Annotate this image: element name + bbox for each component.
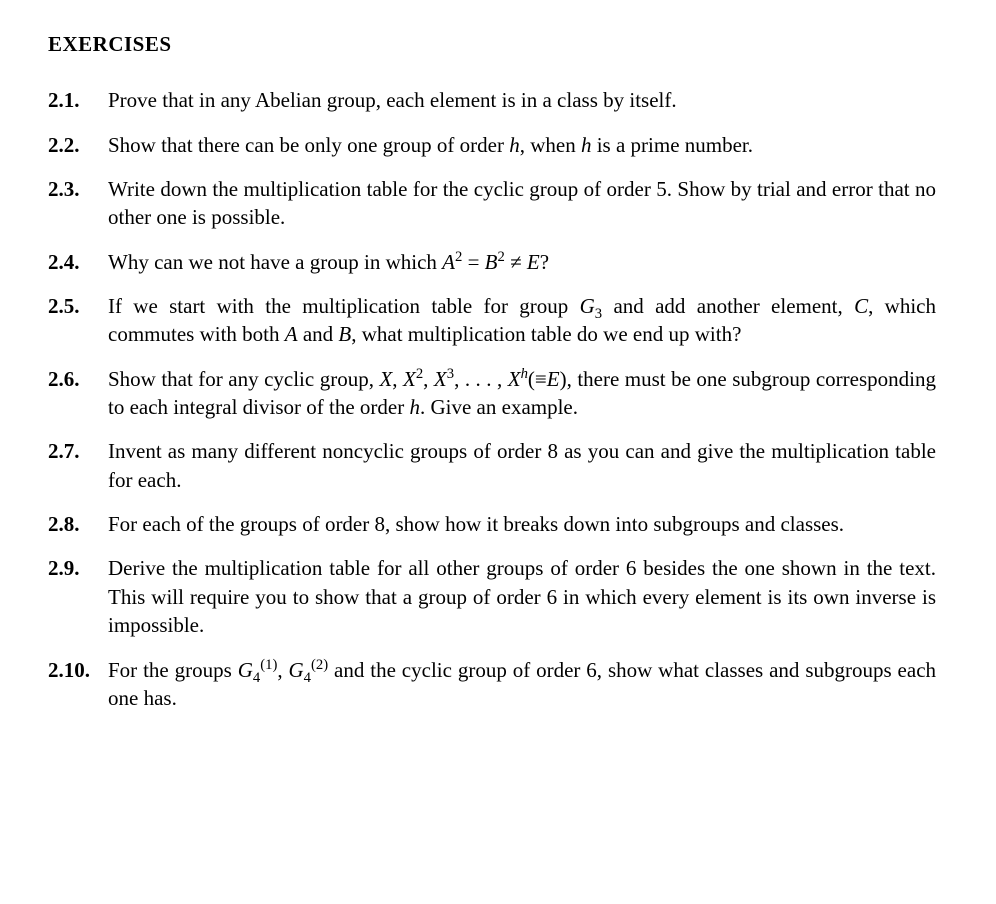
exercise-number: 2.4. — [48, 248, 108, 276]
exercise-item: 2.6.Show that for any cyclic group, X, X… — [48, 365, 936, 422]
exercise-item: 2.8.For each of the groups of order 8, s… — [48, 510, 936, 538]
exercise-number: 2.7. — [48, 437, 108, 494]
exercise-number: 2.8. — [48, 510, 108, 538]
exercise-item: 2.1.Prove that in any Abelian group, eac… — [48, 86, 936, 114]
exercise-number: 2.1. — [48, 86, 108, 114]
exercise-number: 2.2. — [48, 131, 108, 159]
exercise-number: 2.10. — [48, 656, 108, 713]
exercise-text: For each of the groups of order 8, show … — [108, 510, 936, 538]
exercise-number: 2.6. — [48, 365, 108, 422]
exercise-text: Prove that in any Abelian group, each el… — [108, 86, 936, 114]
exercise-item: 2.5.If we start with the multiplication … — [48, 292, 936, 349]
exercise-text: For the groups G4(1), G4(2) and the cycl… — [108, 656, 936, 713]
exercise-text: Show that for any cyclic group, X, X2, X… — [108, 365, 936, 422]
exercise-item: 2.9.Derive the multiplication table for … — [48, 554, 936, 639]
exercise-number: 2.5. — [48, 292, 108, 349]
exercise-item: 2.3.Write down the multiplication table … — [48, 175, 936, 232]
exercise-text: If we start with the multiplication tabl… — [108, 292, 936, 349]
exercise-list: 2.1.Prove that in any Abelian group, eac… — [48, 86, 936, 712]
exercise-item: 2.2.Show that there can be only one grou… — [48, 131, 936, 159]
exercise-number: 2.9. — [48, 554, 108, 639]
exercise-text: Show that there can be only one group of… — [108, 131, 936, 159]
exercise-item: 2.10.For the groups G4(1), G4(2) and the… — [48, 656, 936, 713]
section-heading: EXERCISES — [48, 30, 936, 58]
exercise-text: Why can we not have a group in which A2 … — [108, 248, 936, 276]
exercise-text: Write down the multiplication table for … — [108, 175, 936, 232]
exercise-item: 2.4.Why can we not have a group in which… — [48, 248, 936, 276]
exercise-number: 2.3. — [48, 175, 108, 232]
exercise-item: 2.7.Invent as many different noncyclic g… — [48, 437, 936, 494]
exercise-text: Derive the multiplication table for all … — [108, 554, 936, 639]
exercise-text: Invent as many different noncyclic group… — [108, 437, 936, 494]
